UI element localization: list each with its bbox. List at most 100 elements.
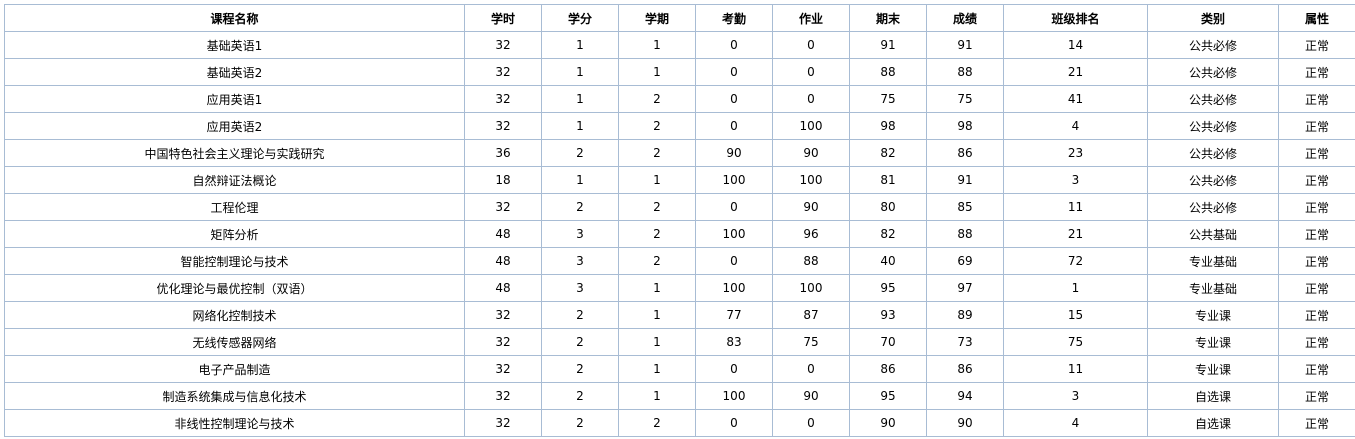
table-row: 非线性控制理论与技术 32 2 2 0 0 90 90 4 自选课 正常 bbox=[4, 409, 1355, 437]
category-cell: 自选课 bbox=[1147, 382, 1279, 410]
category-cell: 公共必修 bbox=[1147, 31, 1279, 59]
attendance-cell: 0 bbox=[695, 85, 773, 113]
score-cell: 75 bbox=[926, 85, 1004, 113]
credits-cell: 2 bbox=[541, 301, 619, 329]
attendance-cell: 0 bbox=[695, 193, 773, 221]
final-cell: 88 bbox=[849, 58, 927, 86]
score-cell: 89 bbox=[926, 301, 1004, 329]
class-rank-cell: 41 bbox=[1003, 85, 1148, 113]
course-name-cell: 矩阵分析 bbox=[4, 220, 465, 248]
hours-cell: 32 bbox=[464, 409, 542, 437]
final-cell: 90 bbox=[849, 409, 927, 437]
credits-cell: 2 bbox=[541, 193, 619, 221]
attendance-cell: 100 bbox=[695, 274, 773, 302]
category-cell: 专业课 bbox=[1147, 355, 1279, 383]
class-rank-cell: 75 bbox=[1003, 328, 1148, 356]
attribute-cell: 正常 bbox=[1278, 31, 1355, 59]
header-credits: 学分 bbox=[541, 4, 619, 32]
hours-cell: 48 bbox=[464, 247, 542, 275]
term-cell: 1 bbox=[618, 382, 696, 410]
header-attribute: 属性 bbox=[1278, 4, 1355, 32]
table-row: 优化理论与最优控制（双语） 48 3 1 100 100 95 97 1 专业基础 正常 bbox=[4, 274, 1355, 302]
table-row: 基础英语1 32 1 1 0 0 91 91 14 公共必修 正常 bbox=[4, 31, 1355, 59]
class-rank-cell: 1 bbox=[1003, 274, 1148, 302]
table-row: 工程伦理 32 2 2 0 90 80 85 11 公共必修 正常 bbox=[4, 193, 1355, 221]
final-cell: 95 bbox=[849, 274, 927, 302]
header-homework: 作业 bbox=[772, 4, 850, 32]
hours-cell: 32 bbox=[464, 193, 542, 221]
term-cell: 1 bbox=[618, 166, 696, 194]
credits-cell: 2 bbox=[541, 355, 619, 383]
score-cell: 98 bbox=[926, 112, 1004, 140]
homework-cell: 100 bbox=[772, 166, 850, 194]
homework-cell: 0 bbox=[772, 31, 850, 59]
class-rank-cell: 72 bbox=[1003, 247, 1148, 275]
homework-cell: 75 bbox=[772, 328, 850, 356]
score-cell: 97 bbox=[926, 274, 1004, 302]
course-name-cell: 基础英语1 bbox=[4, 31, 465, 59]
attendance-cell: 0 bbox=[695, 112, 773, 140]
homework-cell: 90 bbox=[772, 139, 850, 167]
score-cell: 88 bbox=[926, 220, 1004, 248]
attendance-cell: 0 bbox=[695, 247, 773, 275]
final-cell: 82 bbox=[849, 139, 927, 167]
class-rank-cell: 4 bbox=[1003, 112, 1148, 140]
course-name-cell: 电子产品制造 bbox=[4, 355, 465, 383]
credits-cell: 1 bbox=[541, 166, 619, 194]
class-rank-cell: 23 bbox=[1003, 139, 1148, 167]
course-name-cell: 智能控制理论与技术 bbox=[4, 247, 465, 275]
table-row: 自然辩证法概论 18 1 1 100 100 81 91 3 公共必修 正常 bbox=[4, 166, 1355, 194]
header-course-name: 课程名称 bbox=[4, 4, 465, 32]
category-cell: 公共基础 bbox=[1147, 220, 1279, 248]
class-rank-cell: 4 bbox=[1003, 409, 1148, 437]
category-cell: 自选课 bbox=[1147, 409, 1279, 437]
attendance-cell: 100 bbox=[695, 166, 773, 194]
credits-cell: 3 bbox=[541, 220, 619, 248]
course-name-cell: 工程伦理 bbox=[4, 193, 465, 221]
homework-cell: 0 bbox=[772, 409, 850, 437]
credits-cell: 3 bbox=[541, 247, 619, 275]
course-name-cell: 中国特色社会主义理论与实践研究 bbox=[4, 139, 465, 167]
header-term: 学期 bbox=[618, 4, 696, 32]
attendance-cell: 100 bbox=[695, 382, 773, 410]
hours-cell: 32 bbox=[464, 58, 542, 86]
homework-cell: 0 bbox=[772, 85, 850, 113]
hours-cell: 18 bbox=[464, 166, 542, 194]
category-cell: 专业基础 bbox=[1147, 247, 1279, 275]
header-score: 成绩 bbox=[926, 4, 1004, 32]
class-rank-cell: 14 bbox=[1003, 31, 1148, 59]
class-rank-cell: 11 bbox=[1003, 193, 1148, 221]
final-cell: 70 bbox=[849, 328, 927, 356]
credits-cell: 2 bbox=[541, 382, 619, 410]
homework-cell: 87 bbox=[772, 301, 850, 329]
hours-cell: 32 bbox=[464, 355, 542, 383]
table-body: 基础英语1 32 1 1 0 0 91 91 14 公共必修 正常 基础英语2 32 1 1 0 0 88 88 21… bbox=[4, 31, 1355, 437]
homework-cell: 100 bbox=[772, 112, 850, 140]
term-cell: 2 bbox=[618, 193, 696, 221]
homework-cell: 90 bbox=[772, 382, 850, 410]
class-rank-cell: 15 bbox=[1003, 301, 1148, 329]
term-cell: 1 bbox=[618, 58, 696, 86]
score-cell: 90 bbox=[926, 409, 1004, 437]
table-row: 无线传感器网络 32 2 1 83 75 70 73 75 专业课 正常 bbox=[4, 328, 1355, 356]
credits-cell: 2 bbox=[541, 409, 619, 437]
term-cell: 2 bbox=[618, 409, 696, 437]
course-name-cell: 制造系统集成与信息化技术 bbox=[4, 382, 465, 410]
grades-table: 课程名称 学时 学分 学期 考勤 作业 期末 成绩 班级排名 类别 属性 基础英语1 32 1 1 0 0 91… bbox=[4, 4, 1355, 437]
score-cell: 94 bbox=[926, 382, 1004, 410]
attribute-cell: 正常 bbox=[1278, 274, 1355, 302]
header-category: 类别 bbox=[1147, 4, 1279, 32]
homework-cell: 96 bbox=[772, 220, 850, 248]
attendance-cell: 0 bbox=[695, 31, 773, 59]
final-cell: 81 bbox=[849, 166, 927, 194]
table-row: 应用英语2 32 1 2 0 100 98 98 4 公共必修 正常 bbox=[4, 112, 1355, 140]
hours-cell: 48 bbox=[464, 220, 542, 248]
score-cell: 85 bbox=[926, 193, 1004, 221]
score-cell: 86 bbox=[926, 355, 1004, 383]
term-cell: 1 bbox=[618, 301, 696, 329]
homework-cell: 88 bbox=[772, 247, 850, 275]
score-cell: 73 bbox=[926, 328, 1004, 356]
final-cell: 86 bbox=[849, 355, 927, 383]
course-name-cell: 应用英语1 bbox=[4, 85, 465, 113]
table-row: 矩阵分析 48 3 2 100 96 82 88 21 公共基础 正常 bbox=[4, 220, 1355, 248]
